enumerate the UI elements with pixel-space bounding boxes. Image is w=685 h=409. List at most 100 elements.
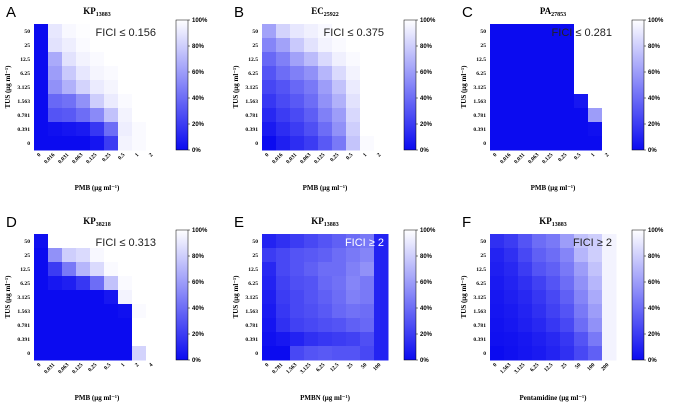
heatmap-cell: [104, 304, 119, 319]
heatmap-cell: [574, 234, 589, 249]
heatmap-cell: [504, 122, 519, 137]
heatmap-cell: [146, 94, 161, 109]
heatmap-cell: [602, 346, 617, 361]
heatmap-cell: [346, 346, 361, 361]
heatmap-cell: [290, 24, 305, 39]
y-tick-label: 12.5: [476, 267, 486, 273]
y-tick-label: 0: [255, 141, 258, 147]
heatmap-cell: [602, 304, 617, 319]
heatmap-cell: [346, 290, 361, 305]
heatmap-cell: [546, 24, 561, 39]
colorbar-tick-label: 0%: [192, 358, 201, 364]
heatmap-cell: [62, 248, 77, 263]
heatmap-cell: [532, 234, 547, 249]
heatmap-cell: [346, 304, 361, 319]
fici-annotation: FICI ≤ 0.313: [96, 237, 156, 249]
heatmap-cell: [76, 122, 91, 137]
y-tick-label: 3.125: [245, 295, 258, 301]
heatmap-cell: [490, 346, 505, 361]
heatmap-cell: [602, 66, 617, 81]
x-tick-label: 0: [264, 362, 270, 368]
heatmap-cell: [574, 304, 589, 319]
heatmap-cell: [546, 346, 561, 361]
heatmap-cell: [132, 66, 147, 81]
heatmap-cell: [560, 318, 575, 333]
heatmap-cell: [318, 122, 333, 137]
colorbar-tick-label: 20%: [420, 122, 433, 128]
heatmap-cell: [490, 234, 505, 249]
y-tick-label: 3.125: [17, 85, 30, 91]
heatmap-cell: [504, 80, 519, 95]
heatmap-cell: [602, 290, 617, 305]
x-axis-label: PMB (μg ml⁻¹): [75, 184, 120, 192]
heatmap-cell: [104, 248, 119, 263]
heatmap-cell: [374, 276, 389, 291]
panel-title: PA27853: [540, 6, 566, 18]
x-tick-label: 0.5: [345, 152, 354, 161]
heatmap-cell: [588, 80, 603, 95]
x-tick-label: 0.125: [85, 152, 98, 165]
heatmap-cell: [62, 52, 77, 67]
heatmap-cell: [374, 234, 389, 249]
heatmap-cell: [346, 66, 361, 81]
heatmap-cell: [262, 276, 277, 291]
heatmap-cell: [62, 136, 77, 151]
heatmap-cell: [360, 108, 375, 123]
x-tick-label: 0.031: [513, 152, 526, 165]
x-tick-label: 0.016: [499, 152, 512, 165]
heatmap-cell: [132, 234, 147, 249]
heatmap-cell: [560, 94, 575, 109]
heatmap-cell: [62, 318, 77, 333]
heatmap-cell: [290, 290, 305, 305]
heatmap-cell: [318, 24, 333, 39]
heatmap-cell: [48, 304, 63, 319]
colorbar-tick-label: 60%: [420, 280, 433, 286]
x-tick-label: 0: [492, 362, 498, 368]
heatmap-cell: [104, 332, 119, 347]
heatmap-cell: [518, 108, 533, 123]
heatmap-cell: [62, 262, 77, 277]
heatmap-cell: [76, 24, 91, 39]
colorbar-tick-label: 0%: [648, 358, 657, 364]
heatmap-cell: [332, 318, 347, 333]
heatmap-cell: [574, 318, 589, 333]
panel-letter: C: [462, 4, 473, 21]
y-tick-label: 0.391: [245, 127, 258, 133]
heatmap-cell: [588, 66, 603, 81]
heatmap-cell: [276, 108, 291, 123]
heatmap-cell: [360, 94, 375, 109]
heatmap-cell: [146, 136, 161, 151]
heatmap-cell: [360, 248, 375, 263]
y-tick-label: 3.125: [17, 295, 30, 301]
heatmap-cell: [560, 66, 575, 81]
panel-d: D KP38218 FICI ≤ 0.313 50 25 12.5 6.25 3.125 1.5…: [4, 214, 208, 402]
heatmap-cell: [318, 332, 333, 347]
heatmap-cell: [546, 136, 561, 151]
colorbar-tick-label: 100%: [648, 18, 664, 24]
heatmap-cell: [262, 290, 277, 305]
panel-letter: E: [234, 214, 244, 231]
heatmap-cell: [560, 346, 575, 361]
heatmap-cell: [304, 52, 319, 67]
heatmap-cell: [104, 318, 119, 333]
heatmap-cell: [346, 332, 361, 347]
x-tick-label: 0.25: [557, 152, 568, 163]
heatmap-cell: [290, 122, 305, 137]
heatmap-cell: [574, 262, 589, 277]
heatmap-cell: [588, 234, 603, 249]
heatmap-cell: [34, 52, 49, 67]
y-tick-label: 0.781: [245, 113, 258, 119]
y-tick-label: 25: [480, 253, 486, 259]
heatmap-cell: [332, 276, 347, 291]
heatmap-cell: [132, 262, 147, 277]
x-tick-label: 0: [264, 152, 270, 158]
heatmap-cell: [504, 108, 519, 123]
heatmap-cell: [104, 122, 119, 137]
heatmap-cell: [262, 136, 277, 151]
y-tick-label: 3.125: [473, 85, 486, 91]
x-tick-label: 0.781: [271, 362, 284, 375]
heatmap-cell: [62, 38, 77, 53]
heatmap-cell: [602, 248, 617, 263]
heatmap-cell: [48, 122, 63, 137]
y-tick-label: 12.5: [476, 57, 486, 63]
